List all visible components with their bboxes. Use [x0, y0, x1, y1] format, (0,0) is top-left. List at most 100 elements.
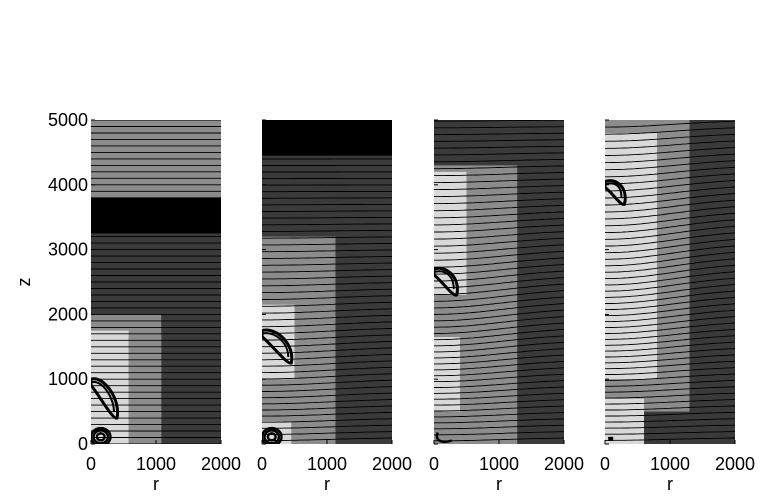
vorticity-contour: [262, 328, 294, 365]
x-tick-label: 2000: [201, 454, 241, 474]
streamline: [262, 223, 392, 226]
streamline: [262, 229, 392, 232]
streamline: [605, 296, 735, 311]
x-axis-label: r: [324, 474, 330, 494]
streamline: [434, 165, 564, 170]
panel-2: 0 1000 2000 r: [257, 119, 412, 494]
streamline: [605, 153, 735, 164]
streamline: [434, 126, 564, 129]
streamline: [434, 152, 564, 156]
streamline: [262, 399, 392, 405]
streamline: [434, 354, 564, 365]
streamline: [605, 303, 735, 317]
streamline: [733, 443, 735, 444]
panel-4: 0 1000 2000 r: [600, 119, 755, 494]
streamline: [605, 180, 735, 192]
x-tick-label: 0: [86, 454, 96, 474]
streamline: [434, 204, 564, 212]
x-tick-label: 2000: [372, 454, 412, 474]
streamline: [605, 120, 735, 128]
streamline: [262, 308, 392, 314]
streamline: [605, 309, 735, 323]
streamline: [262, 379, 392, 386]
streamline: [434, 198, 564, 205]
streamline: [434, 139, 564, 142]
streamline: [434, 361, 564, 371]
streamline: [262, 203, 392, 206]
streamline: [605, 219, 735, 234]
panel-3: 0 1000 2000 r: [429, 119, 584, 494]
streamline: [262, 197, 392, 199]
streamline: [434, 250, 564, 261]
streamline: [262, 321, 392, 328]
streamline: [262, 236, 392, 239]
x-axis-label: r: [153, 474, 159, 494]
streamline: [605, 411, 735, 417]
y-tick-label: 3000: [48, 240, 88, 260]
vorticity-contour: [605, 182, 623, 199]
streamline: [434, 132, 564, 136]
streamline: [434, 445, 564, 447]
streamline: [262, 360, 392, 367]
shade-region: [128, 330, 162, 444]
streamline: [434, 277, 564, 289]
streamline: [262, 256, 392, 259]
streamline: [605, 360, 735, 370]
streamline: [434, 316, 564, 328]
streamline: [262, 405, 392, 411]
y-tick-label: 1000: [48, 369, 88, 389]
streamline: [262, 210, 392, 212]
streamline: [605, 212, 735, 227]
streamline: [605, 399, 735, 405]
x-axis-label: r: [667, 474, 673, 494]
streamline: [605, 322, 735, 334]
streamline: [605, 284, 735, 298]
streamline: [605, 199, 735, 213]
streamline: [434, 218, 564, 226]
streamline: [262, 424, 392, 429]
streamline: [262, 242, 392, 246]
streamline: [262, 437, 392, 442]
panel-1: 0 1000 2000 r 0 1000 2000 3000 4000 5000: [48, 110, 241, 494]
streamline: [605, 251, 735, 267]
streamline: [605, 232, 735, 247]
vorticity-contour: [434, 266, 459, 297]
streamline: [434, 224, 564, 233]
streamline: [262, 269, 392, 273]
streamline: [605, 127, 735, 135]
streamline: [434, 309, 564, 322]
streamline: [262, 392, 392, 399]
streamline: [262, 340, 392, 348]
vorticity-contour: [262, 426, 283, 444]
y-tick-label: 2000: [48, 304, 88, 324]
y-tick-label: 5000: [48, 110, 88, 130]
streamline: [434, 437, 564, 442]
panel-plot-area: [605, 120, 735, 444]
streamline: [605, 238, 735, 254]
vorticity-contour: [266, 432, 277, 442]
streamline: [434, 290, 564, 302]
streamline: [434, 264, 564, 275]
streamline: [434, 328, 564, 341]
streamline: [605, 206, 735, 220]
streamline: [605, 341, 735, 352]
streamline: [605, 277, 735, 292]
streamline: [605, 225, 735, 240]
streamline: [434, 386, 564, 394]
streamline: [605, 354, 735, 364]
streamline: [605, 392, 735, 399]
streamline: [434, 211, 564, 219]
vorticity-contour: [263, 429, 281, 444]
streamline: [262, 373, 392, 380]
x-tick-label: 1000: [136, 454, 176, 474]
y-tick-label: 4000: [48, 175, 88, 195]
streamline: [605, 424, 735, 429]
streamline: [434, 145, 564, 149]
streamline: [605, 437, 735, 441]
streamline: [605, 373, 735, 381]
vorticity-contour: [91, 377, 120, 420]
streamline: [605, 258, 735, 273]
panel-plot-area: [262, 120, 392, 444]
streamline: [605, 431, 735, 435]
streamline: [434, 158, 564, 163]
